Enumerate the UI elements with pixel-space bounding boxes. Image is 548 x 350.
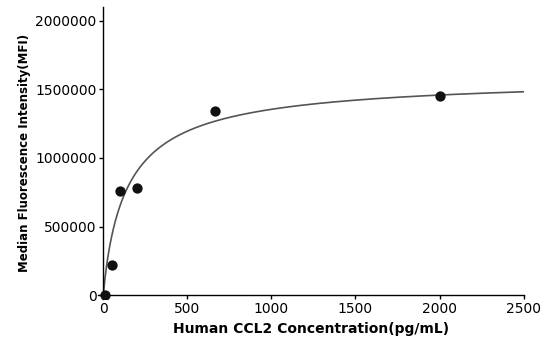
Point: [133, 186, 141, 191]
X-axis label: Human CCL2 Concentration(pg/mL): Human CCL2 Concentration(pg/mL): [173, 322, 449, 336]
Y-axis label: Median Fluorescence Intensity(MFI): Median Fluorescence Intensity(MFI): [18, 34, 31, 272]
Point: [435, 93, 444, 99]
Point: [116, 188, 124, 194]
Point: [107, 262, 116, 268]
Point: [101, 292, 110, 298]
Point: [211, 108, 220, 114]
